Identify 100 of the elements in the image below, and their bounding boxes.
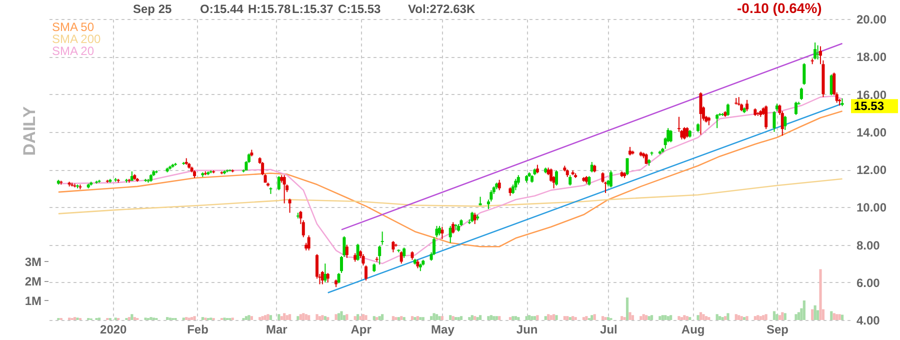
candlestick [588, 176, 591, 186]
bar [778, 315, 781, 320]
text: Vol:272.63K [408, 2, 476, 16]
bar [525, 316, 528, 320]
bar [740, 316, 743, 320]
text: DAILY [20, 106, 39, 156]
x-tick-label: Jun [516, 322, 538, 336]
bar [814, 305, 816, 320]
bar [658, 316, 662, 320]
candlestick [130, 170, 134, 182]
bar [512, 316, 514, 320]
bar [359, 316, 362, 320]
bar [620, 316, 624, 320]
bar [130, 314, 134, 320]
bar [495, 316, 498, 320]
bar [628, 312, 632, 320]
bar [326, 317, 330, 320]
text: SMA 50 [52, 20, 94, 34]
bar [517, 317, 520, 320]
bar [340, 311, 343, 320]
bar [699, 312, 702, 320]
bar [704, 316, 708, 320]
bar [645, 315, 648, 320]
bar [547, 314, 550, 320]
bar [772, 311, 776, 320]
bar [392, 316, 395, 320]
bar [590, 315, 594, 320]
text: 15.53 [854, 99, 884, 114]
candlestick [802, 62, 806, 86]
bar [601, 316, 604, 320]
bar [550, 315, 552, 320]
bar [797, 312, 800, 320]
bar [438, 316, 441, 320]
bar [724, 316, 727, 320]
bar [378, 316, 381, 320]
y2-tick-label: 3M [24, 254, 42, 269]
bar [460, 316, 463, 320]
candlestick [699, 92, 702, 136]
bar [364, 315, 368, 320]
bar [308, 315, 310, 320]
bar [266, 314, 270, 320]
bar [356, 314, 360, 320]
bar [642, 314, 645, 320]
bar [794, 314, 798, 320]
bar [435, 314, 438, 320]
candlestick [402, 247, 406, 258]
bar [606, 317, 610, 320]
bar [432, 313, 436, 320]
bar [299, 314, 302, 320]
bar [278, 314, 280, 320]
bar [623, 317, 626, 320]
bar [430, 316, 433, 320]
bar [288, 314, 292, 320]
bar [574, 317, 577, 320]
bar [248, 315, 250, 320]
x-tick-label: Apr [350, 322, 372, 336]
candlestick [498, 179, 501, 191]
bar [648, 316, 650, 320]
bar [552, 314, 556, 320]
bar [324, 316, 326, 320]
candlestick [380, 231, 384, 246]
bar [582, 317, 586, 320]
candlestick [772, 110, 776, 132]
bar [802, 300, 806, 320]
bar [133, 317, 136, 320]
candlestick [716, 114, 719, 129]
bar [376, 317, 378, 320]
bar [811, 309, 814, 320]
text: SMA 20 [52, 44, 94, 58]
bar [416, 316, 419, 320]
bar [468, 317, 471, 320]
candlestick [364, 264, 368, 281]
bar [258, 317, 262, 320]
bar [261, 316, 264, 320]
bar [337, 313, 340, 320]
candlestick [261, 161, 264, 176]
candlestick [345, 244, 348, 258]
x-tick-label: May [431, 322, 455, 336]
bar [528, 315, 531, 320]
bar [716, 314, 718, 320]
bar [440, 316, 444, 320]
bar [555, 315, 558, 320]
bar [781, 312, 784, 320]
candlestick [288, 198, 292, 214]
line-series [58, 178, 843, 214]
bar [381, 314, 384, 320]
candlestick [626, 158, 629, 176]
bar [593, 314, 596, 320]
bar [150, 317, 152, 320]
bar [185, 317, 188, 320]
bar [342, 315, 346, 320]
bar [759, 316, 762, 320]
bar [394, 317, 398, 320]
candlestick [356, 243, 360, 262]
bar [688, 317, 692, 320]
candlestick [362, 254, 365, 266]
bar [73, 317, 76, 320]
bar [726, 313, 730, 320]
bar [530, 316, 534, 320]
candlestick [337, 272, 340, 284]
